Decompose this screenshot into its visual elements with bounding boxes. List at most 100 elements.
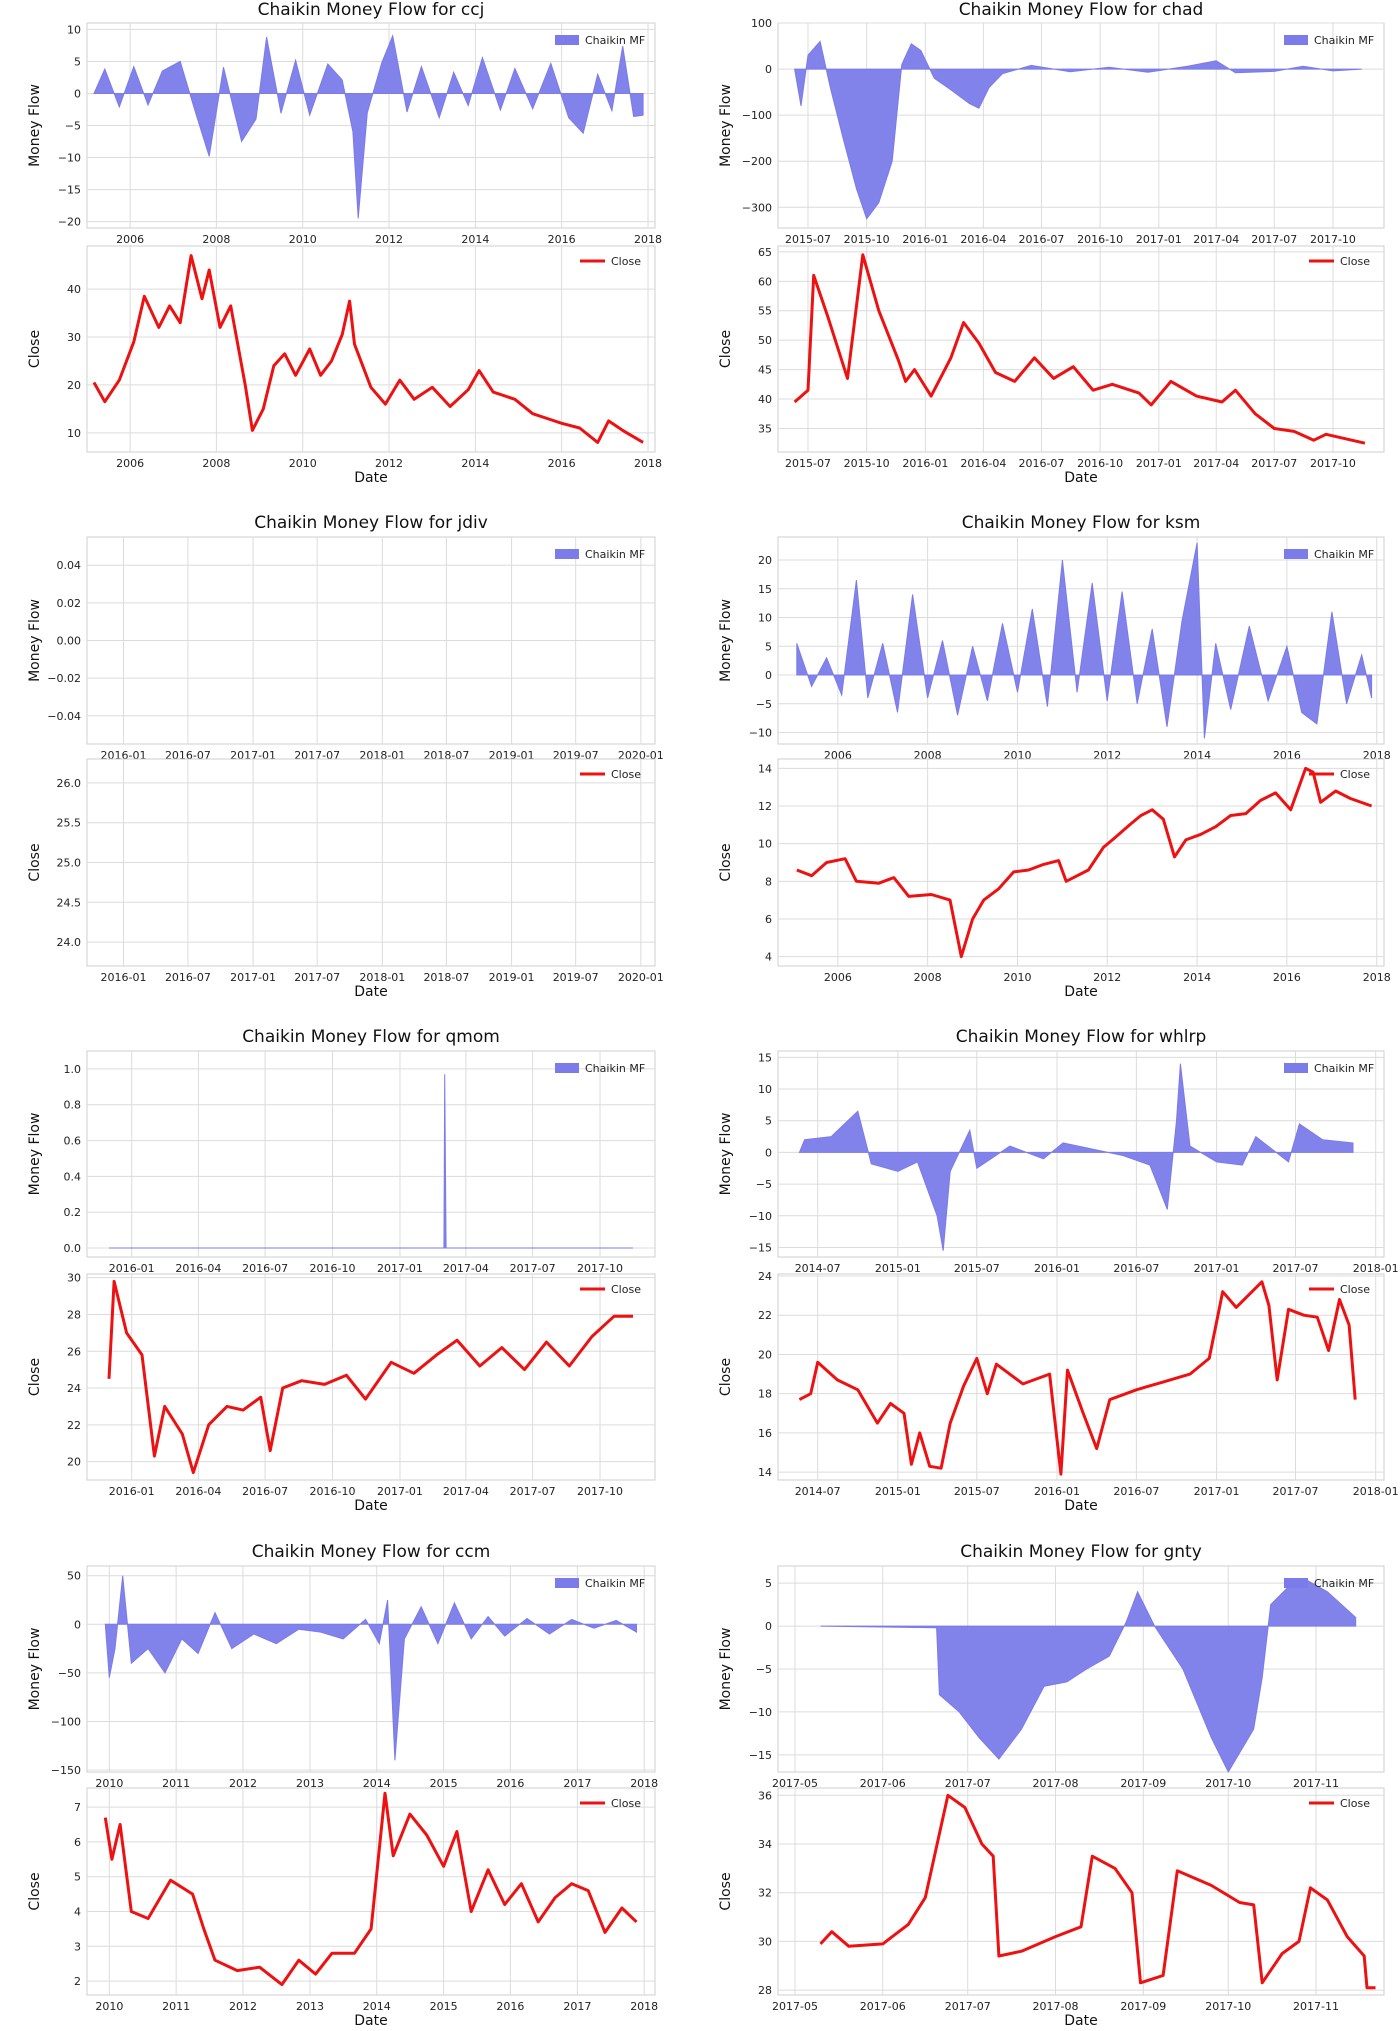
x-tick-label: 2017-01 — [377, 1262, 423, 1275]
y-tick-label: 36 — [758, 1789, 772, 1802]
x-tick-label: 2012 — [229, 2000, 257, 2013]
x-tick-label: 2017-07 — [945, 2000, 991, 2013]
x-tick-label: 2014 — [363, 2000, 391, 2013]
legend-swatch — [1284, 549, 1308, 559]
legend-label: Chaikin MF — [1314, 548, 1374, 561]
y-tick-label: 30 — [67, 331, 81, 344]
x-tick-label: 2015-07 — [954, 1262, 1000, 1275]
legend: Close — [580, 768, 641, 781]
x-tick-label: 2017-10 — [1205, 2000, 1251, 2013]
x-tick-label: 2016-01 — [1034, 1485, 1080, 1498]
y-tick-label: 20 — [67, 1456, 81, 1469]
y-tick-label: 0.02 — [57, 597, 82, 610]
x-tick-label: 2016-01 — [109, 1262, 155, 1275]
x-tick-label: 2017-04 — [1193, 457, 1239, 470]
y-axis-label: Money Flow — [718, 599, 734, 682]
x-tick-label: 2016-10 — [1077, 233, 1123, 246]
x-tick-label: 2017-10 — [1310, 457, 1356, 470]
x-axis-label: Date — [354, 1498, 387, 1514]
legend-label: Close — [611, 1283, 641, 1296]
legend-swatch — [1284, 1578, 1308, 1588]
x-tick-label: 2016-07 — [1018, 233, 1064, 246]
legend-label: Chaikin MF — [585, 1577, 645, 1590]
legend: Close — [1309, 255, 1370, 268]
x-tick-label: 2006 — [824, 971, 852, 984]
y-tick-label: 100 — [751, 17, 772, 30]
close-price-line — [793, 253, 1366, 445]
x-tick-label: 2016-01 — [100, 971, 146, 984]
money-flow-area — [796, 542, 1373, 739]
x-tick-label: 2016-10 — [310, 1485, 356, 1498]
y-axis-label: Close — [718, 330, 734, 368]
y-tick-label: 28 — [758, 1984, 772, 1997]
y-tick-label: 50 — [67, 1570, 81, 1583]
close-price-line — [92, 254, 644, 444]
x-tick-label: 2017-01 — [1136, 457, 1182, 470]
x-tick-label: 2017-08 — [1033, 2000, 1079, 2013]
x-tick-label: 2016-07 — [1113, 1262, 1159, 1275]
chart-title: Chaikin Money Flow for whlrp — [956, 1027, 1206, 1047]
y-tick-label: 65 — [758, 246, 772, 259]
close-panel: 7 6 5 4 3 2 2010 2011 2012 2013 2014 2015 2016 2017 20… — [27, 1787, 658, 2029]
y-tick-label: −10 — [58, 152, 81, 165]
x-tick-label: 2016-07 — [165, 971, 211, 984]
y-tick-label: −20 — [58, 216, 81, 229]
x-tick-label: 2019-01 — [489, 971, 535, 984]
y-tick-label: 10 — [758, 612, 772, 625]
y-axis-label: Close — [718, 1358, 734, 1396]
y-tick-label: 25.0 — [57, 857, 82, 870]
y-tick-label: 34 — [758, 1838, 772, 1851]
y-tick-label: −0.02 — [47, 672, 81, 685]
x-axis-label: Date — [1064, 1498, 1097, 1514]
x-tick-label: 2014 — [363, 1777, 391, 1790]
x-tick-label: 2018-01 — [1353, 1485, 1399, 1498]
x-tick-label: 2017-07 — [1251, 233, 1297, 246]
y-axis-label: Money Flow — [27, 84, 43, 167]
y-tick-label: 30 — [758, 1935, 772, 1948]
y-tick-label: −200 — [742, 155, 772, 168]
x-tick-label: 2016 — [548, 233, 576, 246]
legend-label: Close — [1340, 255, 1370, 268]
legend: Chaikin MF — [1284, 34, 1374, 47]
chart-title: Chaikin Money Flow for ccj — [258, 0, 485, 20]
y-axis-label: Money Flow — [27, 1628, 43, 1711]
y-tick-label: 40 — [758, 393, 772, 406]
legend-swatch — [555, 549, 579, 559]
close-price-line — [107, 1279, 633, 1475]
x-tick-label: 2011 — [162, 2000, 190, 2013]
money-flow-panel: 100 0 −100 −200 −300 2015-07 2015-10 2016-01 201… — [718, 17, 1385, 262]
money-flow-area — [798, 1063, 1354, 1251]
y-tick-label: 32 — [758, 1887, 772, 1900]
close-panel: 26.0 25.5 25.0 24.5 24.0 2016-01 2016-07 2017-0… — [27, 758, 664, 1000]
y-tick-label: −10 — [749, 727, 772, 740]
x-tick-label: 2016-01 — [1034, 1262, 1080, 1275]
x-tick-label: 2017-04 — [443, 1262, 489, 1275]
y-axis-label: Money Flow — [718, 84, 734, 167]
y-tick-label: −150 — [51, 1764, 81, 1777]
y-tick-label: −15 — [58, 184, 81, 197]
y-tick-label: 18 — [758, 1388, 772, 1401]
x-tick-label: 2017-05 — [772, 2000, 818, 2013]
y-tick-label: −0.04 — [47, 710, 81, 723]
y-tick-label: −5 — [65, 120, 81, 133]
y-tick-label: 26.0 — [57, 777, 82, 790]
legend: Chaikin MF — [555, 548, 645, 561]
x-tick-label: 2006 — [116, 457, 144, 470]
y-tick-label: 0 — [765, 669, 772, 682]
x-tick-label: 2017-07 — [294, 971, 340, 984]
x-tick-label: 2016-01 — [902, 233, 948, 246]
y-axis-label: Close — [718, 843, 734, 881]
x-tick-label: 2015-10 — [844, 233, 890, 246]
legend-label: Close — [611, 768, 641, 781]
plot-area — [777, 536, 1385, 745]
x-tick-label: 2016-10 — [310, 1262, 356, 1275]
y-tick-label: 0.0 — [64, 1242, 82, 1255]
x-tick-label: 2016 — [1273, 971, 1301, 984]
x-tick-label: 2011 — [162, 1777, 190, 1790]
x-tick-label: 2010 — [95, 2000, 123, 2013]
x-tick-label: 2017-01 — [1194, 1262, 1240, 1275]
y-tick-label: 0 — [765, 1620, 772, 1633]
x-tick-label: 2016-04 — [960, 457, 1006, 470]
